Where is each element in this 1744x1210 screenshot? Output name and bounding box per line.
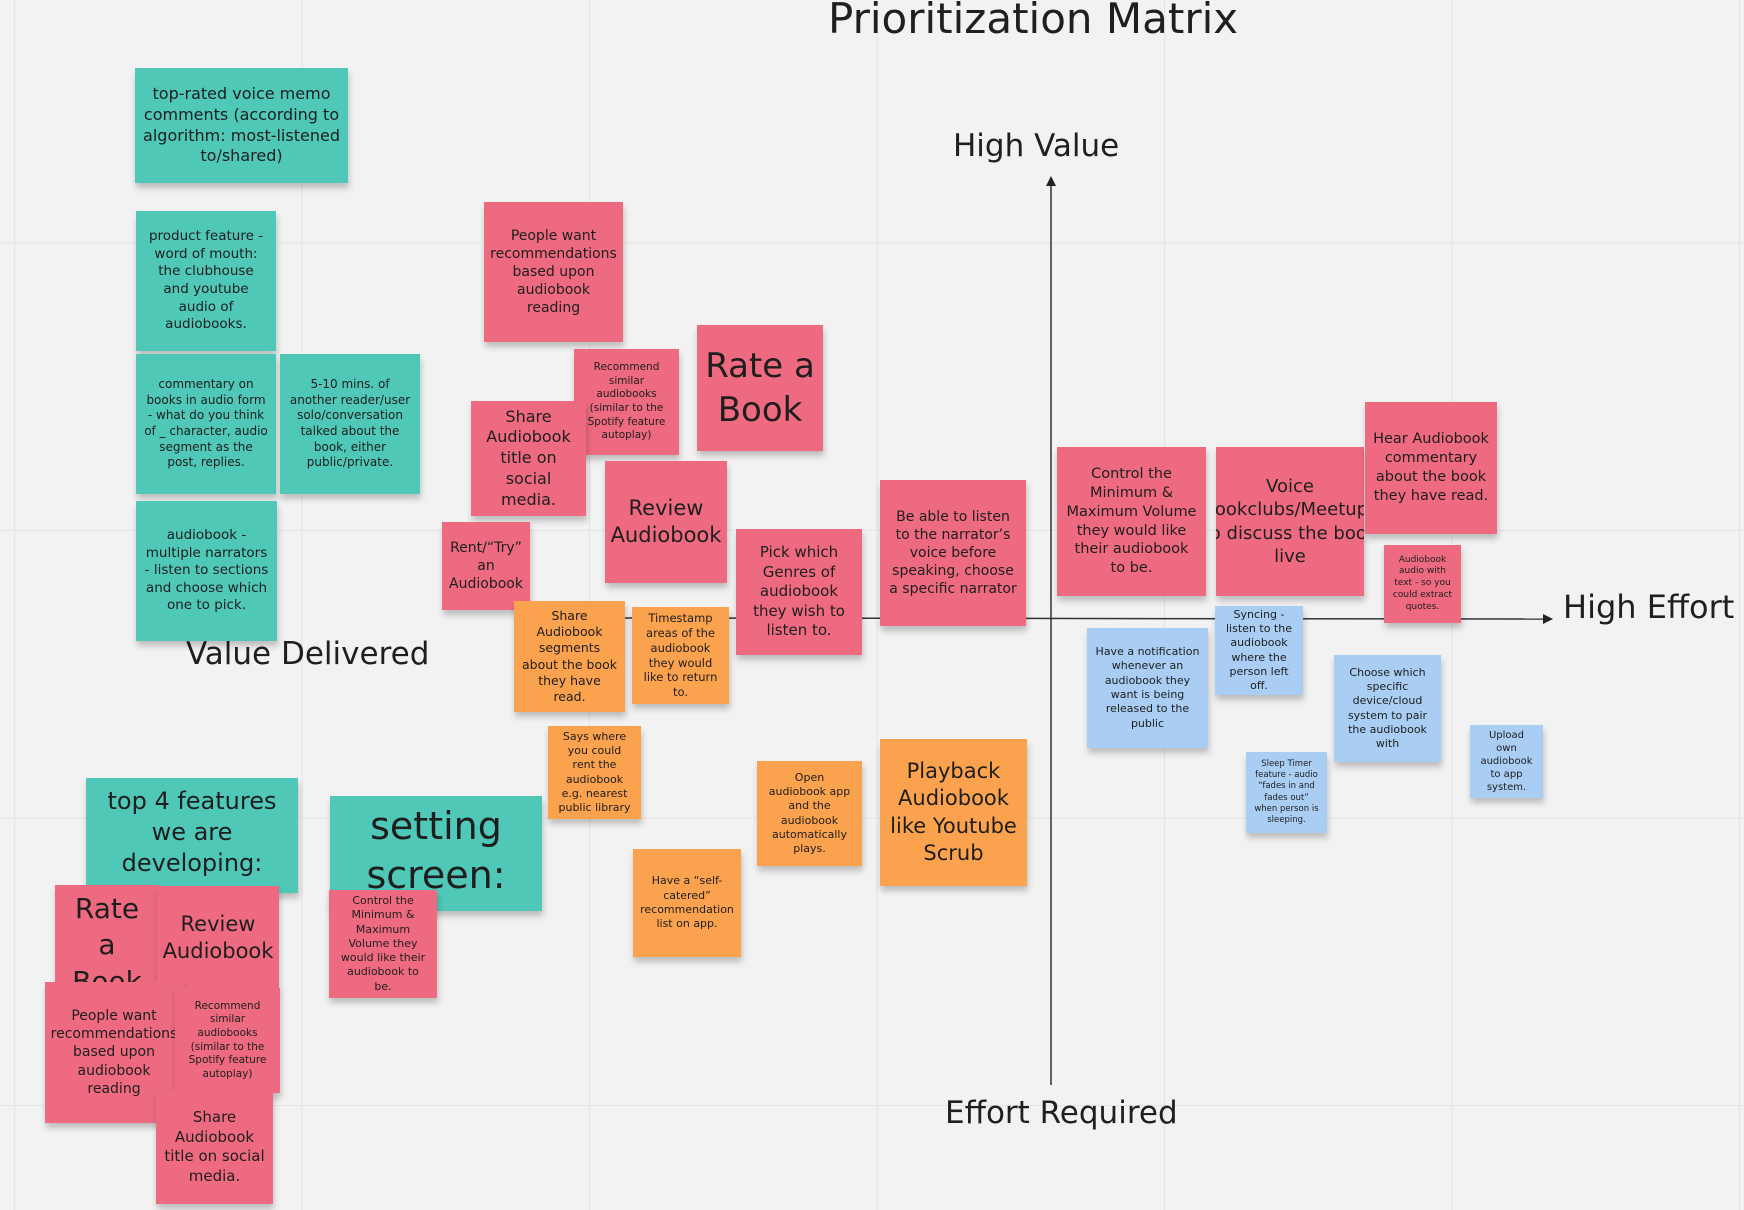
sticky-note[interactable]: Control the Minimum & Maximum Volume the… bbox=[329, 890, 437, 998]
sticky-note[interactable]: Be able to listen to the narrator’s voic… bbox=[880, 480, 1026, 626]
axis-label-high-value: High Value bbox=[953, 128, 1120, 164]
matrix-title: Prioritization Matrix bbox=[828, 0, 1239, 43]
sticky-note-heading[interactable]: top 4 features we are developing: bbox=[86, 778, 298, 893]
sticky-note[interactable]: Upload own audiobook to app system. bbox=[1470, 725, 1543, 798]
axis-label-high-effort: High Effort bbox=[1563, 588, 1735, 626]
sticky-note[interactable]: product feature - word of mouth: the clu… bbox=[136, 211, 276, 351]
sticky-note[interactable]: Audiobook audio with text - so you could… bbox=[1384, 545, 1461, 623]
sticky-note[interactable]: audiobook - multiple narrators - listen … bbox=[136, 501, 277, 641]
sticky-note[interactable]: 5-10 mins. of another reader/user solo/c… bbox=[280, 354, 420, 494]
sticky-note[interactable]: top-rated voice memo comments (according… bbox=[135, 68, 348, 183]
sticky-note[interactable]: Recommend similar audiobooks (similar to… bbox=[175, 988, 280, 1093]
sticky-note[interactable]: Syncing - listen to the audiobook where … bbox=[1215, 606, 1303, 695]
sticky-note[interactable]: Voice Bookclubs/Meetups to discuss the b… bbox=[1216, 447, 1364, 596]
sticky-note[interactable]: Review Audiobook bbox=[605, 461, 727, 583]
sticky-note[interactable]: Control the Minimum & Maximum Volume the… bbox=[1057, 447, 1206, 596]
sticky-note[interactable]: Says where you could rent the audiobook … bbox=[548, 726, 641, 819]
sticky-note[interactable]: Playback Audiobook like Youtube Scrub bbox=[880, 739, 1027, 886]
sticky-note[interactable]: Rate a Book bbox=[697, 325, 823, 451]
sticky-note[interactable]: Rate a Book bbox=[55, 885, 159, 989]
sticky-note[interactable]: Rent/“Try” an Audiobook bbox=[442, 522, 530, 610]
sticky-note[interactable]: Hear Audiobook commentary about the book… bbox=[1365, 402, 1497, 534]
sticky-note[interactable]: Share Audiobook segments about the book … bbox=[514, 601, 625, 712]
sticky-note[interactable]: Review Audiobook bbox=[157, 886, 279, 990]
sticky-note[interactable]: Share Audiobook title on social media. bbox=[156, 1090, 273, 1204]
sticky-note[interactable]: Choose which specific device/cloud syste… bbox=[1334, 655, 1441, 762]
sticky-note[interactable]: Share Audiobook title on social media. bbox=[471, 401, 586, 516]
vertical-axis-arrowhead bbox=[1046, 176, 1056, 186]
sticky-note[interactable]: Timestamp areas of the audiobook they wo… bbox=[632, 607, 729, 704]
sticky-note[interactable]: commentary on books in audio form - what… bbox=[136, 354, 276, 494]
axis-label-value-delivered: Value Delivered bbox=[186, 636, 430, 672]
sticky-note[interactable]: Open audiobook app and the audiobook aut… bbox=[757, 761, 862, 866]
sticky-note[interactable]: Sleep Timer feature - audio “fades in an… bbox=[1246, 752, 1327, 833]
sticky-note[interactable]: Have a “self-catered” recommendation lis… bbox=[633, 849, 741, 957]
sticky-note[interactable]: Have a notification whenever an audioboo… bbox=[1087, 628, 1208, 748]
sticky-note[interactable]: People want recommendations based upon a… bbox=[484, 202, 623, 342]
horizontal-axis-arrowhead bbox=[1543, 614, 1553, 624]
sticky-note[interactable]: Recommend similar audiobooks (similar to… bbox=[574, 349, 679, 455]
axis-label-effort-required: Effort Required bbox=[945, 1095, 1178, 1131]
sticky-note[interactable]: Pick which Genres of audiobook they wish… bbox=[736, 529, 862, 655]
